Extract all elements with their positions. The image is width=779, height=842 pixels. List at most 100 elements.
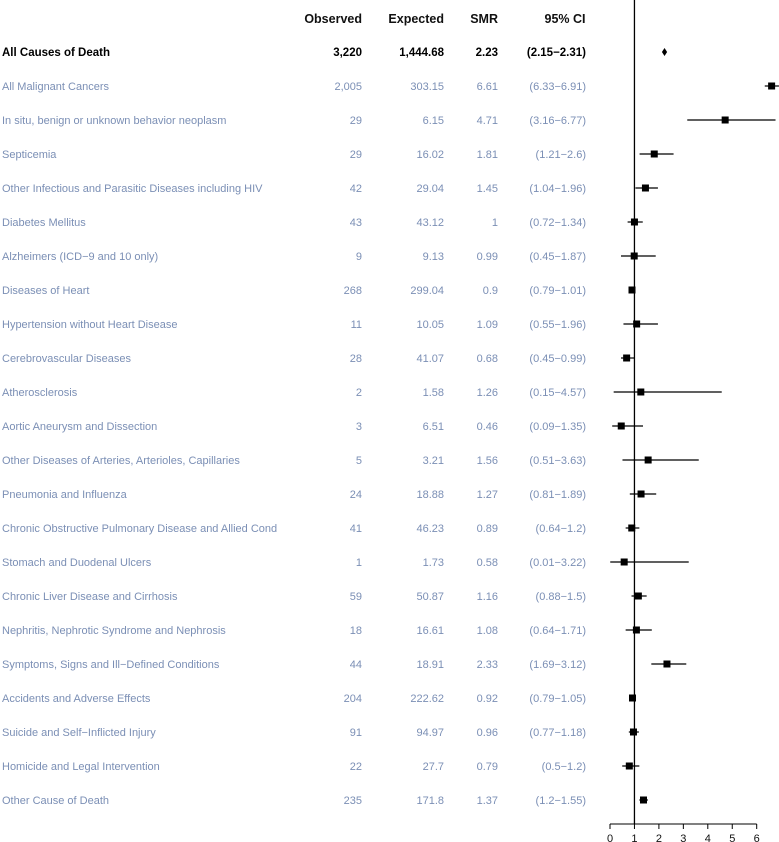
point-estimate	[625, 762, 633, 770]
point-estimate	[633, 320, 641, 328]
row-smr: 1.27	[477, 489, 498, 501]
row-observed: 18	[350, 625, 362, 637]
plot-area	[610, 0, 779, 824]
row-label: Diseases of Heart	[2, 285, 89, 297]
row-observed: 268	[344, 285, 362, 297]
x-tick-label: 1	[631, 833, 637, 842]
row-observed: 41	[350, 523, 362, 535]
row-ci: (0.01−3.22)	[529, 557, 586, 569]
row-ci: (0.64−1.71)	[529, 625, 586, 637]
row-label: Other Diseases of Arteries, Arterioles, …	[2, 455, 240, 467]
row-smr: 0.99	[477, 251, 498, 263]
row-label: Hypertension without Heart Disease	[2, 319, 177, 331]
row-expected: 46.23	[416, 523, 444, 535]
row-ci: (1.69−3.12)	[529, 659, 586, 671]
row-ci: (0.09−1.35)	[529, 421, 586, 433]
row-smr: 1.08	[477, 625, 498, 637]
row-observed: 29	[350, 115, 362, 127]
row-label: Atherosclerosis	[2, 387, 78, 399]
row-expected: 18.91	[416, 659, 444, 671]
row-label: Chronic Liver Disease and Cirrhosis	[2, 591, 178, 603]
row-smr: 1.26	[477, 387, 498, 399]
point-estimate	[628, 286, 636, 294]
row-label: Pneumonia and Influenza	[2, 489, 128, 501]
row-observed: 44	[350, 659, 362, 671]
x-axis: 0 1 2 3 4 5 6	[607, 823, 760, 842]
point-estimate	[721, 116, 729, 124]
row-smr: 0.46	[477, 421, 498, 433]
row-label: Homicide and Legal Intervention	[2, 761, 160, 773]
row-label: Other Infectious and Parasitic Diseases …	[2, 183, 263, 195]
point-estimate	[768, 82, 776, 90]
row-expected: 1.73	[423, 557, 444, 569]
row-smr: 0.68	[477, 353, 498, 365]
row-expected: 18.88	[416, 489, 444, 501]
point-estimate	[637, 490, 645, 498]
row-label: Alzheimers (ICD−9 and 10 only)	[2, 251, 158, 263]
row-smr: 2.33	[477, 659, 498, 671]
row-expected: 1.58	[423, 387, 444, 399]
row-ci: (0.79−1.05)	[529, 693, 586, 705]
row-label: All Causes of Death	[2, 47, 110, 59]
row-label: Cerebrovascular Diseases	[2, 353, 131, 365]
header-smr: SMR	[470, 12, 498, 26]
row-ci: (1.2−1.55)	[536, 795, 586, 807]
row-expected: 9.13	[423, 251, 444, 263]
row-smr: 0.58	[477, 557, 498, 569]
row-ci: (0.79−1.01)	[529, 285, 586, 297]
row-expected: 16.61	[416, 625, 444, 637]
row-ci: (6.33−6.91)	[529, 81, 586, 93]
row-label: Nephritis, Nephrotic Syndrome and Nephro…	[2, 625, 226, 637]
row-label: Septicemia	[2, 149, 57, 161]
header-expected: Expected	[388, 12, 444, 26]
row-expected: 299.04	[410, 285, 444, 297]
row-observed: 59	[350, 591, 362, 603]
row-expected: 29.04	[416, 183, 444, 195]
point-estimate	[628, 694, 636, 702]
row-ci: (0.45−1.87)	[529, 251, 586, 263]
row-smr: 1.56	[477, 455, 498, 467]
row-ci: (2.15−2.31)	[527, 47, 586, 59]
row-smr: 1.81	[477, 149, 498, 161]
row-expected: 222.62	[410, 693, 444, 705]
row-ci: (1.21−2.6)	[536, 149, 586, 161]
row-smr: 1.37	[477, 795, 498, 807]
row-expected: 10.05	[416, 319, 444, 331]
x-tick-label: 6	[754, 833, 760, 842]
row-smr: 4.71	[477, 115, 498, 127]
row-label: Stomach and Duodenal Ulcers	[2, 557, 152, 569]
row-expected: 303.15	[410, 81, 444, 93]
x-tick-label: 3	[680, 833, 686, 842]
row-observed: 42	[350, 183, 362, 195]
row-observed: 5	[356, 455, 362, 467]
x-tick-label: 2	[656, 833, 662, 842]
row-smr: 0.89	[477, 523, 498, 535]
x-tick-label: 5	[729, 833, 735, 842]
row-expected: 41.07	[416, 353, 444, 365]
row-observed: 9	[356, 251, 362, 263]
row-expected: 171.8	[416, 795, 444, 807]
row-label: Aortic Aneurysm and Dissection	[2, 421, 157, 433]
row-ci: (3.16−6.77)	[529, 115, 586, 127]
row-smr: 1.16	[477, 591, 498, 603]
row-expected: 6.15	[423, 115, 444, 127]
row-ci: (0.88−1.5)	[536, 591, 586, 603]
row-observed: 204	[344, 693, 362, 705]
row-smr: 2.23	[476, 47, 498, 59]
point-estimate	[620, 558, 628, 566]
row-label: Symptoms, Signs and Ill−Defined Conditio…	[2, 659, 220, 671]
point-estimate	[650, 150, 658, 158]
row-ci: (0.77−1.18)	[529, 727, 586, 739]
row-expected: 43.12	[416, 217, 444, 229]
row-label: Diabetes Mellitus	[2, 217, 86, 229]
row-expected: 27.7	[423, 761, 444, 773]
row-expected: 1,444.68	[399, 47, 444, 59]
point-estimate	[641, 184, 649, 192]
row-observed: 11	[351, 319, 362, 331]
point-estimate	[663, 660, 671, 668]
row-observed: 29	[350, 149, 362, 161]
header-ci: 95% CI	[545, 12, 586, 26]
row-label: Chronic Obstructive Pulmonary Disease an…	[2, 523, 277, 535]
point-estimate	[637, 388, 645, 396]
